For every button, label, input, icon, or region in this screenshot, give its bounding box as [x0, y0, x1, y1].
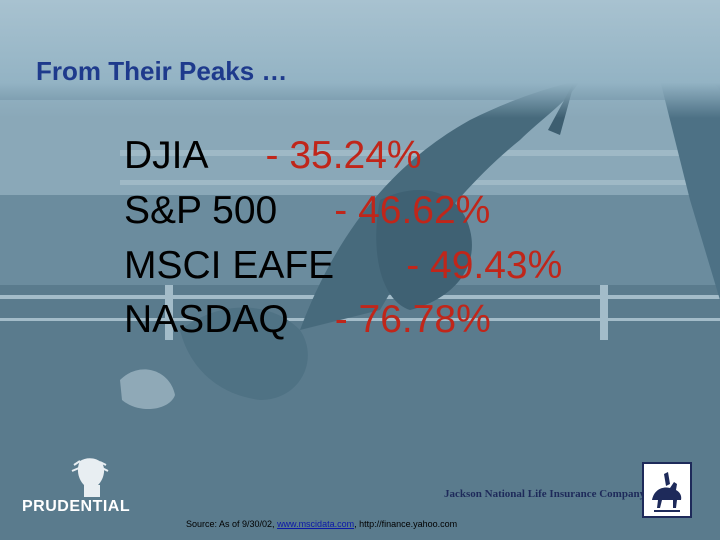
stat-label-djia: DJIA	[124, 134, 209, 177]
slide-title: From Their Peaks …	[36, 56, 288, 86]
stat-value-msci-eafe: - 49.43%	[406, 244, 563, 287]
source-note: Source: As of 9/30/02, www.mscidata.com,…	[186, 519, 457, 529]
source-suffix: , http://finance.yahoo.com	[354, 519, 458, 529]
stat-nasdaq: NASDAQ - 76.78%	[124, 300, 491, 339]
mscidata-link[interactable]: www.mscidata.com	[277, 519, 355, 529]
stat-label-msci-eafe: MSCI EAFE	[124, 244, 335, 287]
stat-label-nasdaq: NASDAQ	[124, 298, 289, 341]
stat-value-djia: - 35.24%	[265, 134, 422, 177]
stat-label-sp500: S&P 500	[124, 189, 278, 232]
title-band	[0, 0, 720, 118]
source-prefix: Source: As of 9/30/02,	[186, 519, 278, 529]
jackson-wordmark: Jackson National Life Insurance Company®	[444, 488, 650, 500]
jackson-name: Jackson National Life Insurance Company	[444, 488, 646, 500]
stat-djia: DJIA - 35.24%	[124, 136, 422, 175]
prudential-wordmark: PRUDENTIAL	[22, 498, 131, 515]
jackson-logo	[642, 462, 692, 518]
stat-msci-eafe: MSCI EAFE - 49.43%	[124, 246, 562, 285]
stat-value-nasdaq: - 76.78%	[334, 298, 491, 341]
stat-value-sp500: - 46.62%	[334, 189, 491, 232]
stat-sp500: S&P 500 - 46.62%	[124, 191, 490, 230]
horse-rider-icon	[652, 472, 682, 512]
prudential-logo-icon	[71, 458, 109, 497]
